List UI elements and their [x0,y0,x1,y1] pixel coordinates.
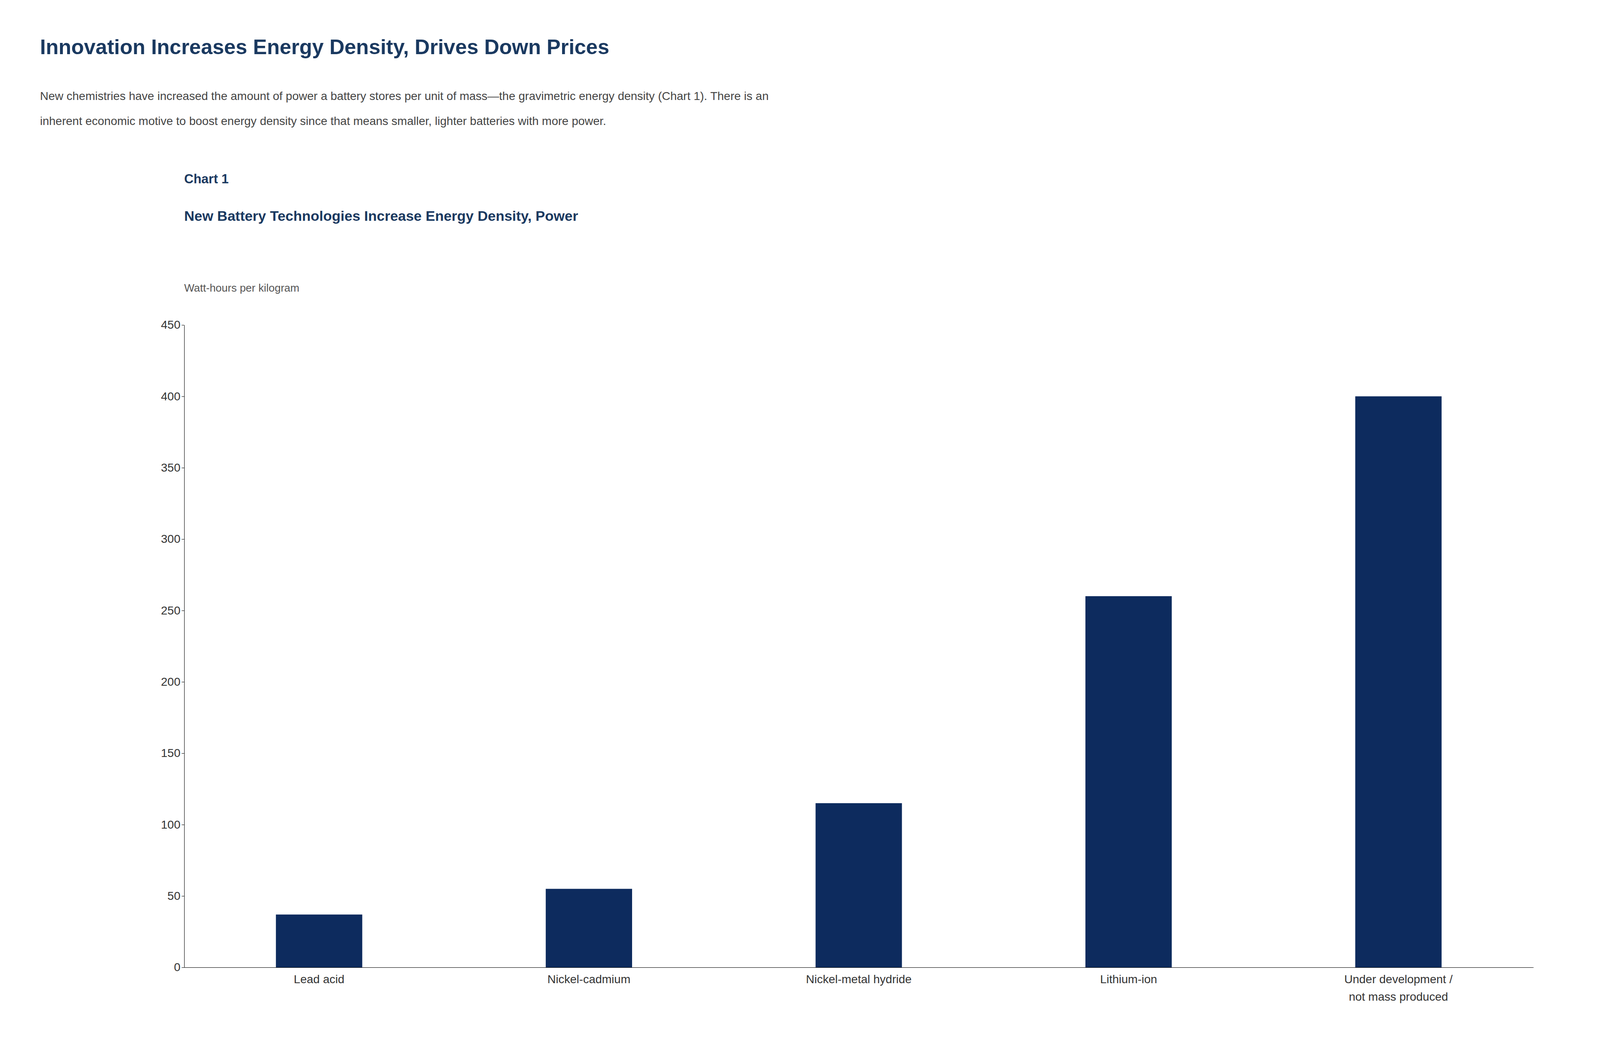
y-tick-label: 150 [160,746,181,760]
x-tick-label-line: Lithium-ion [1100,972,1158,986]
bar [545,889,633,968]
y-tick: 400 [160,390,185,403]
y-tick: 150 [160,746,185,760]
x-tick-label: Lead acid [293,972,345,986]
x-tick: Lead acid [293,972,345,986]
x-tick: Nickel-metal hydride [805,972,912,986]
y-tick-mark [181,824,185,825]
y-tick-mark [181,325,185,326]
x-tick: Under development / not mass produced [1344,972,1453,1004]
chart-svg: Innovation Increases Energy Density, Dri… [0,0,1600,1059]
bar [1085,596,1172,968]
y-tick-label: 0 [173,960,181,974]
description: New chemistries have increased the amoun… [40,89,769,103]
y-tick-mark [181,610,185,611]
bar [275,914,363,968]
y-tick-label: 350 [160,461,181,475]
description: inherent economic motive to boost energy… [40,114,607,128]
y-tick: 50 [167,889,185,903]
y-tick-mark [181,467,185,469]
y-tick: 0 [173,960,185,974]
x-tick-label-line: Lead acid [293,972,345,986]
y-tick-label: 450 [160,318,181,332]
y-tick: 100 [160,818,185,832]
x-tick-label-line: Nickel-metal hydride [805,972,912,986]
bar [1355,396,1442,968]
x-tick-label: Nickel-metal hydride [805,972,912,986]
y-axis: 0 50 100 150 200 250 300 350 400 450 [160,318,185,974]
y-tick-mark [181,967,185,968]
bar [815,803,902,968]
x-axis: Lead acid Nickel-cadmium Nickel-metal hydr… [184,967,1534,1004]
y-tick: 250 [160,604,185,618]
y-tick-mark [181,896,185,897]
y-tick: 300 [160,532,185,546]
x-tick-label-line: not mass produced [1348,990,1448,1004]
y-tick-mark [181,682,185,683]
y-axis-label: Watt-hours per kilogram [184,281,300,295]
y-tick-mark [181,753,185,754]
x-tick-label: Nickel-cadmium [547,972,631,986]
y-tick: 200 [160,675,185,689]
x-tick-label-line: Under development / [1344,972,1453,986]
bars [275,396,1442,968]
y-tick-mark [181,396,185,397]
y-tick-mark [181,539,185,540]
x-tick-label: Lithium-ion [1100,972,1158,986]
x-tick-label: Under development / not mass produced [1344,972,1453,1004]
x-tick: Lithium-ion [1100,972,1158,986]
x-axis-line [184,967,1534,968]
y-tick-label: 200 [160,675,181,689]
x-tick: Nickel-cadmium [547,972,631,986]
y-tick-label: 250 [160,604,181,618]
page-title: Innovation Increases Energy Density, Dri… [40,35,610,59]
y-tick-label: 100 [160,818,181,832]
y-tick-label: 400 [160,390,181,403]
y-tick-label: 50 [167,889,181,903]
chart-label: Chart 1 [184,171,229,187]
chart-subtitle: New Battery Technologies Increase Energy… [184,207,578,224]
y-tick: 450 [160,318,185,332]
y-tick: 350 [160,461,185,475]
y-axis-line [184,325,185,968]
x-tick-label-line: Nickel-cadmium [547,972,631,986]
y-tick-label: 300 [160,532,181,546]
